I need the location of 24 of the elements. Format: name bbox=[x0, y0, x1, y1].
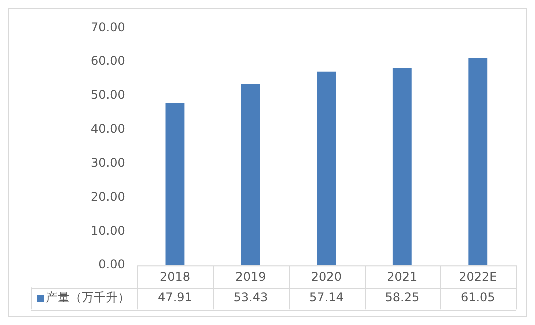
y-tick-label: 0.00 bbox=[98, 258, 126, 272]
y-tick-label: 10.00 bbox=[90, 224, 126, 238]
y-tick-label: 40.00 bbox=[90, 122, 126, 136]
x-tick-label: 2019 bbox=[236, 270, 266, 284]
data-label: 61.05 bbox=[460, 290, 496, 305]
bar bbox=[317, 72, 336, 266]
x-tick-label: 2021 bbox=[387, 270, 418, 284]
data-label: 47.91 bbox=[158, 290, 192, 305]
legend-label: 产量（万千升） bbox=[46, 290, 130, 305]
x-tick-label: 2022E bbox=[459, 270, 498, 284]
y-tick-label: 60.00 bbox=[90, 54, 126, 68]
y-tick-label: 30.00 bbox=[90, 156, 126, 170]
y-tick-label: 70.00 bbox=[90, 20, 126, 34]
data-label: 58.25 bbox=[385, 290, 420, 305]
bar bbox=[166, 103, 185, 266]
y-tick-label: 50.00 bbox=[90, 88, 126, 102]
data-label: 53.43 bbox=[234, 290, 268, 305]
bar bbox=[241, 84, 260, 266]
data-label: 57.14 bbox=[309, 290, 344, 305]
x-tick-label: 2018 bbox=[160, 270, 190, 284]
y-tick-label: 20.00 bbox=[90, 190, 126, 204]
bar bbox=[392, 68, 412, 266]
x-tick-label: 2020 bbox=[311, 270, 342, 284]
bar bbox=[468, 58, 488, 266]
